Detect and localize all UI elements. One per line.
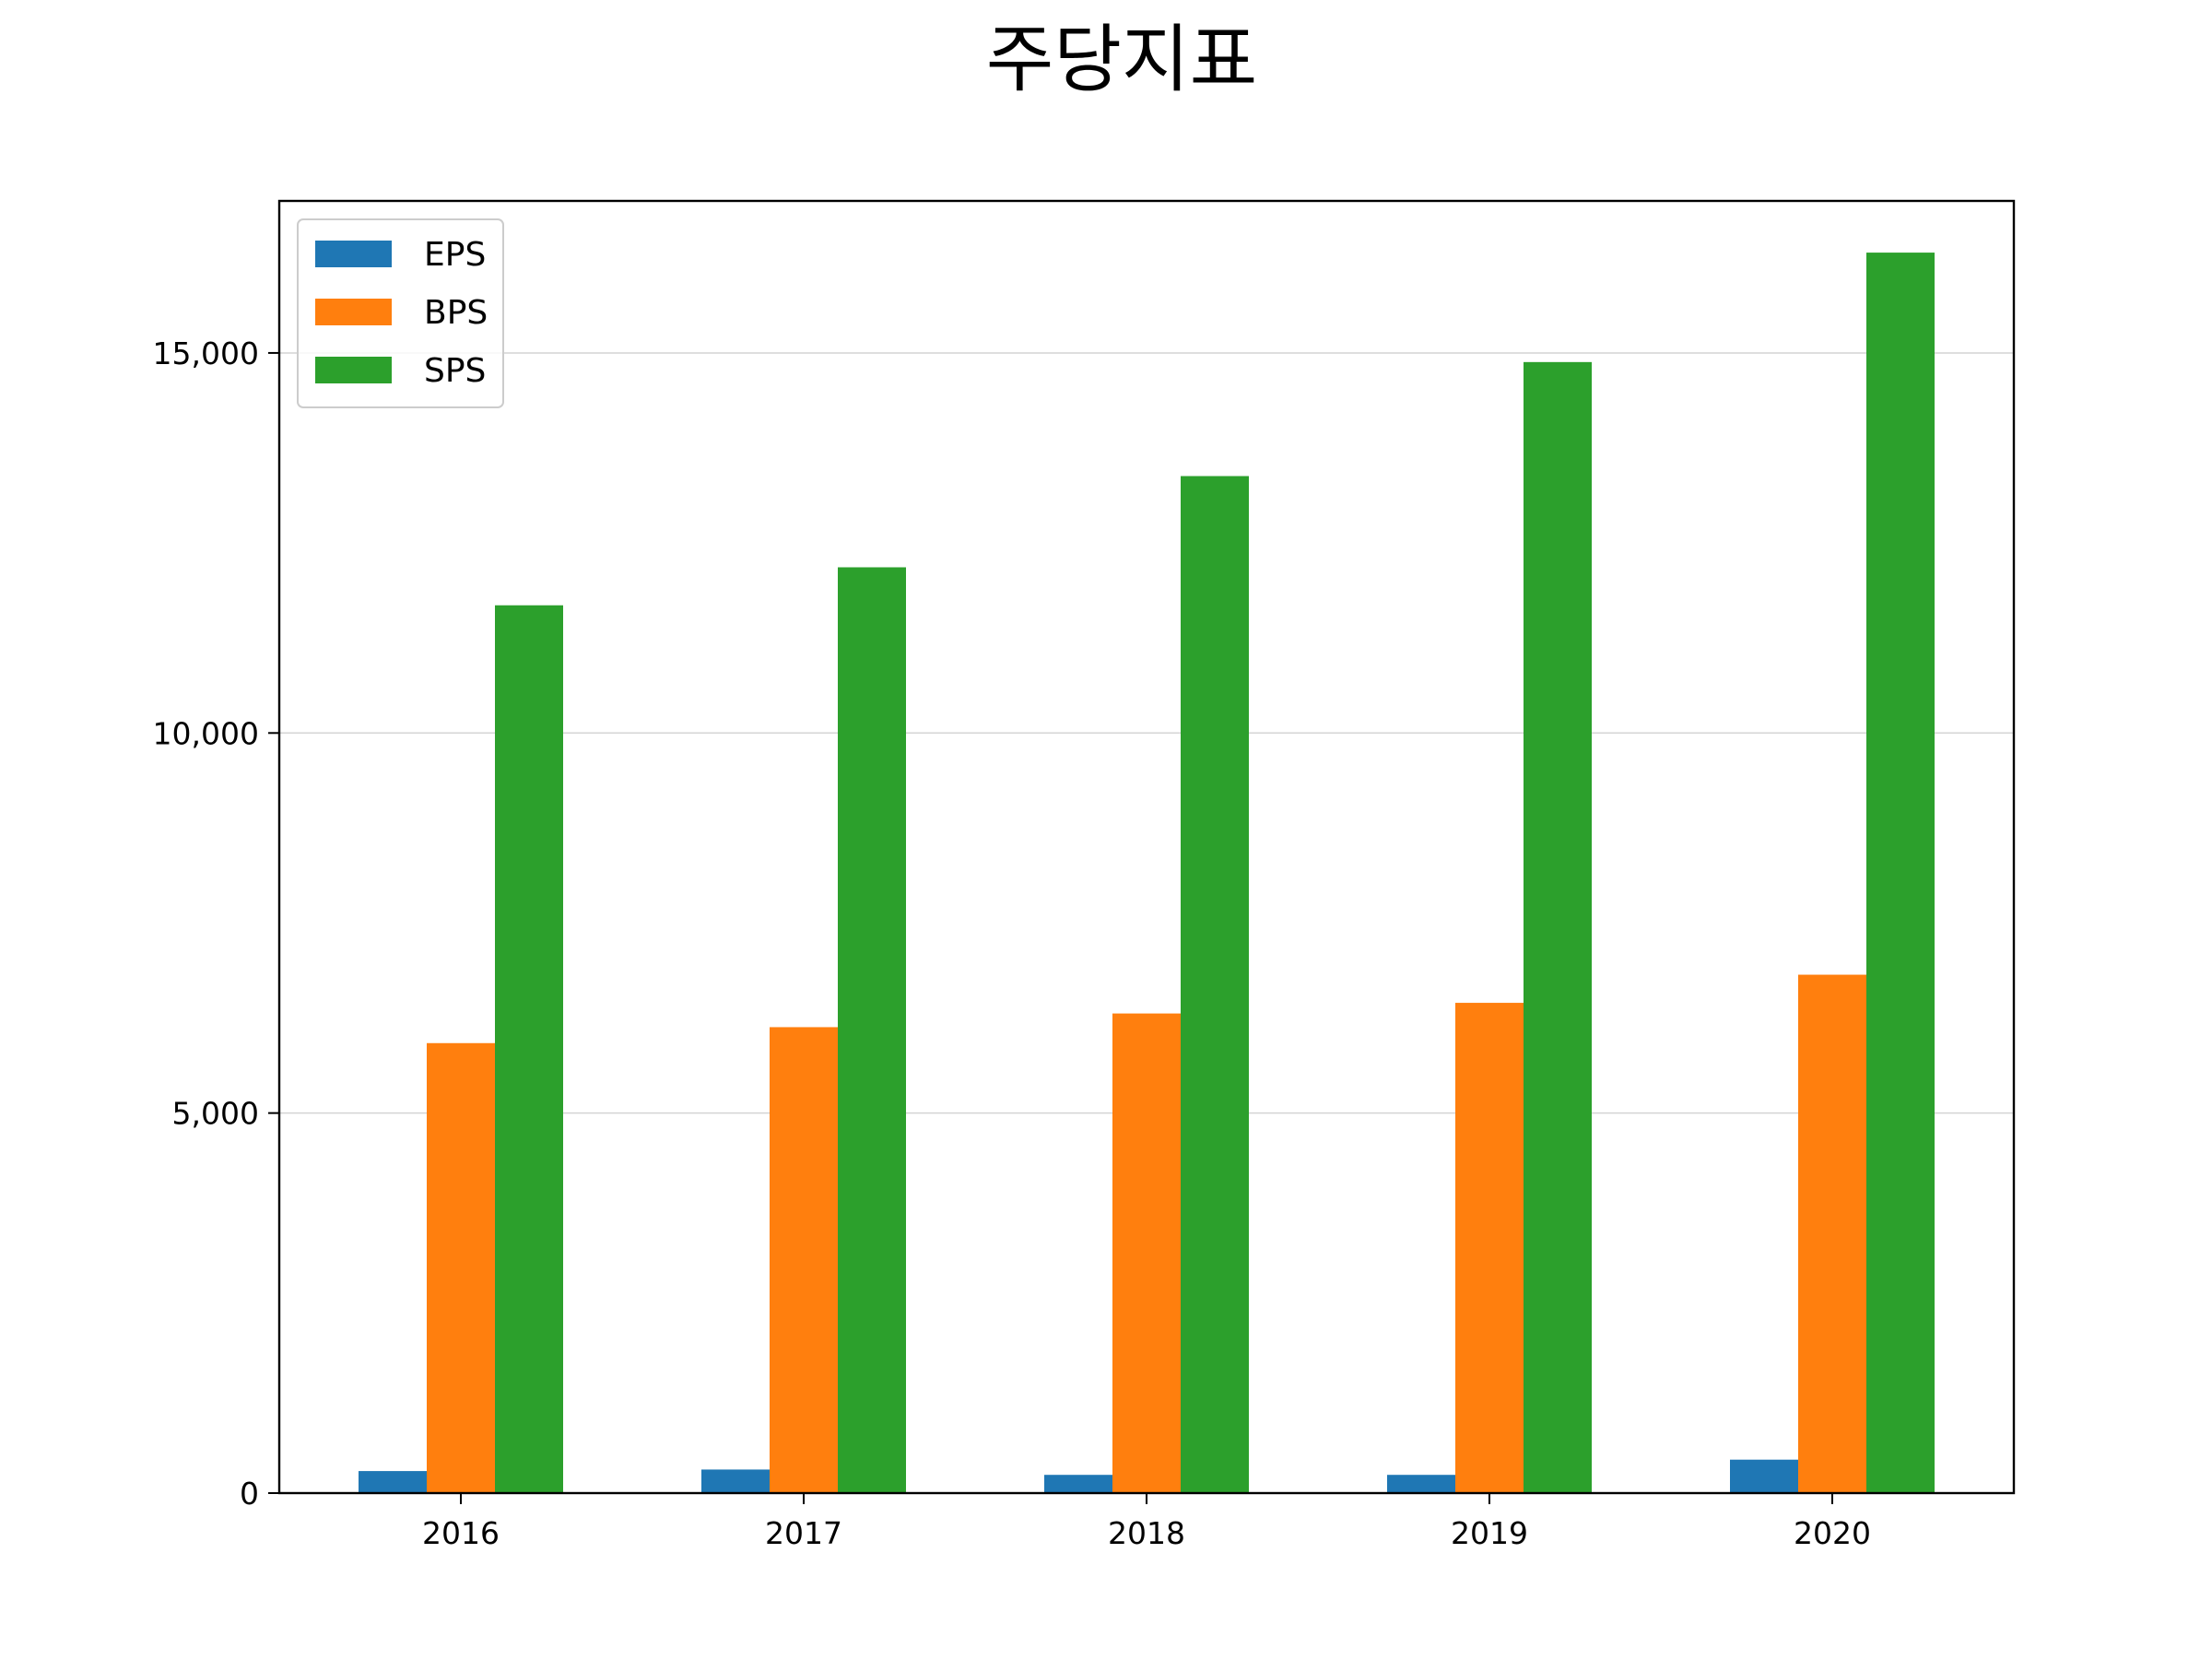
y-tick-label-3: 15,000: [153, 335, 259, 371]
bar-sps-2017: [838, 567, 906, 1493]
y-axis: 0 5,000 10,000 15,000: [153, 335, 279, 1512]
bar-sps-2020: [1866, 253, 1935, 1494]
bar-bps-2016: [427, 1042, 495, 1493]
y-tick-label-0: 0: [240, 1476, 259, 1512]
bar-eps-2018: [1044, 1475, 1112, 1493]
x-tick-label-2018: 2018: [1108, 1515, 1185, 1551]
y-tick-label-2: 10,000: [153, 715, 259, 751]
legend-label-eps: EPS: [424, 236, 486, 274]
legend-label-bps: BPS: [424, 294, 488, 332]
bar-eps-2017: [701, 1469, 770, 1493]
bar-bps-2018: [1112, 1013, 1181, 1493]
x-tick-label-2019: 2019: [1451, 1515, 1528, 1551]
x-axis: 2016 2017 2018 2019 2020: [422, 1493, 1871, 1551]
legend-swatch-bps: [315, 299, 392, 325]
y-tick-label-1: 5,000: [172, 1096, 259, 1132]
bar-sps-2016: [495, 605, 563, 1493]
legend-swatch-eps: [315, 241, 392, 267]
chart-title: 주당지표: [986, 17, 1257, 102]
legend-swatch-sps: [315, 357, 392, 383]
bar-eps-2020: [1730, 1459, 1798, 1493]
bar-bps-2020: [1798, 974, 1866, 1493]
bar-eps-2016: [359, 1471, 427, 1493]
legend: EPS BPS SPS: [297, 218, 504, 408]
x-tick-label-2017: 2017: [765, 1515, 842, 1551]
bar-sps-2019: [1524, 361, 1592, 1493]
x-tick-label-2020: 2020: [1794, 1515, 1871, 1551]
bar-bps-2019: [1455, 1003, 1524, 1493]
bar-bps-2017: [770, 1027, 838, 1493]
bar-sps-2018: [1181, 476, 1249, 1494]
x-tick-label-2016: 2016: [422, 1515, 500, 1551]
legend-label-sps: SPS: [424, 352, 486, 390]
bar-eps-2019: [1387, 1475, 1455, 1493]
bars: [359, 253, 1935, 1494]
